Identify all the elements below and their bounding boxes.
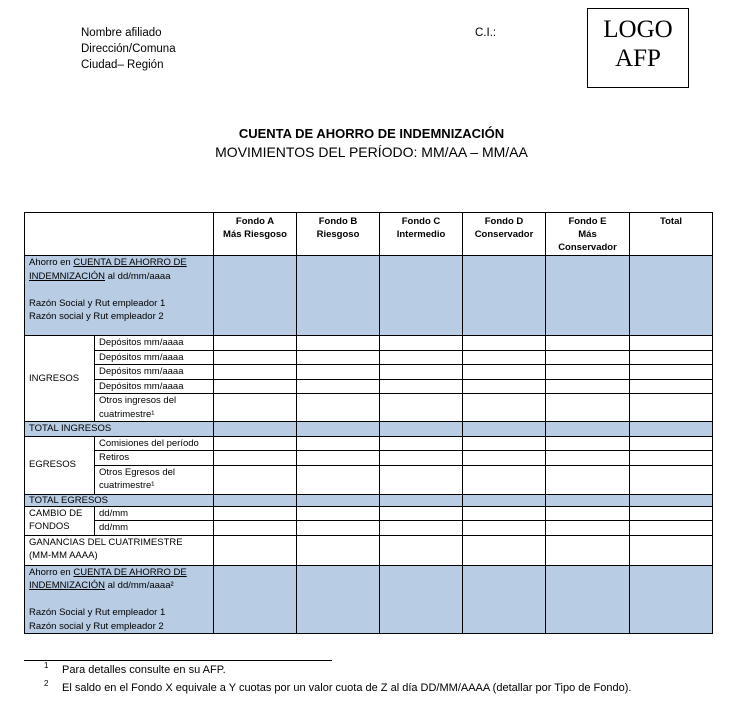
affiliate-name: Nombre afiliado (81, 27, 162, 39)
table-row: INGRESOS Depósitos mm/aaaa (24, 335, 713, 422)
table-row: CAMBIO DE FONDOS dd/mm (24, 505, 713, 536)
egresos-label: EGRESOS (24, 435, 95, 495)
col-fondo-c: Fondo C Intermedio (379, 212, 463, 256)
page-subtitle: MOVIMIENTOS DEL PERÍODO: MM/AA – MM/AA (215, 144, 528, 160)
ganancias-row: GANANCIAS DEL CUATRIMESTRE (MM-MM AAAA) (24, 534, 713, 566)
opening-balance-row: Ahorro en CUENTA DE AHORRO DE INDEMNIZAC… (24, 255, 713, 336)
affiliate-info: Nombre afiliado Dirección/Comuna Ciudad–… (81, 25, 176, 73)
closing-balance-row: Ahorro en CUENTA DE AHORRO DE INDEMNIZAC… (24, 564, 713, 634)
table-row: EGRESOS Comisiones del período (24, 435, 713, 495)
col-fondo-e: Fondo E Más Conservador (545, 212, 630, 256)
table-row: Otros ingresos del cuatrimestre¹ (25, 393, 713, 422)
ingresos-label: INGRESOS (24, 335, 95, 422)
col-fondo-a: Fondo A Más Riesgoso (213, 212, 297, 256)
footnote-divider (24, 660, 332, 661)
page-title: CUENTA DE AHORRO DE INDEMNIZACIÓN (238, 126, 505, 141)
affiliate-address: Dirección/Comuna (81, 43, 176, 55)
table-header: Fondo A Más Riesgoso Fondo B Riesgoso Fond… (24, 212, 713, 256)
table-row: Retiros (25, 450, 713, 466)
cambio-label: CAMBIO DE FONDOS (24, 505, 95, 536)
afp-logo: LOGO AFP (587, 8, 689, 88)
col-fondo-d: Fondo D Conservador (462, 212, 546, 256)
affiliate-city: Ciudad– Región (81, 59, 164, 71)
table-row: dd/mm (25, 520, 713, 536)
col-fondo-b: Fondo B Riesgoso (296, 212, 380, 256)
total-ingresos-row: TOTAL INGRESOS (24, 421, 713, 437)
col-total: Total (629, 212, 713, 256)
table-row: Depósitos mm/aaaa (25, 364, 713, 380)
ci-label: C.I.: (475, 27, 497, 39)
total-egresos-row: TOTAL EGRESOS (24, 493, 713, 507)
table-row: Depósitos mm/aaaa (25, 378, 713, 394)
table-row: Depósitos mm/aaaa (25, 349, 713, 365)
table-row: Otros Egresos del cuatrimestre¹ (25, 464, 713, 495)
movements-table: Fondo A Más Riesgoso Fondo B Riesgoso Fond… (24, 212, 713, 634)
